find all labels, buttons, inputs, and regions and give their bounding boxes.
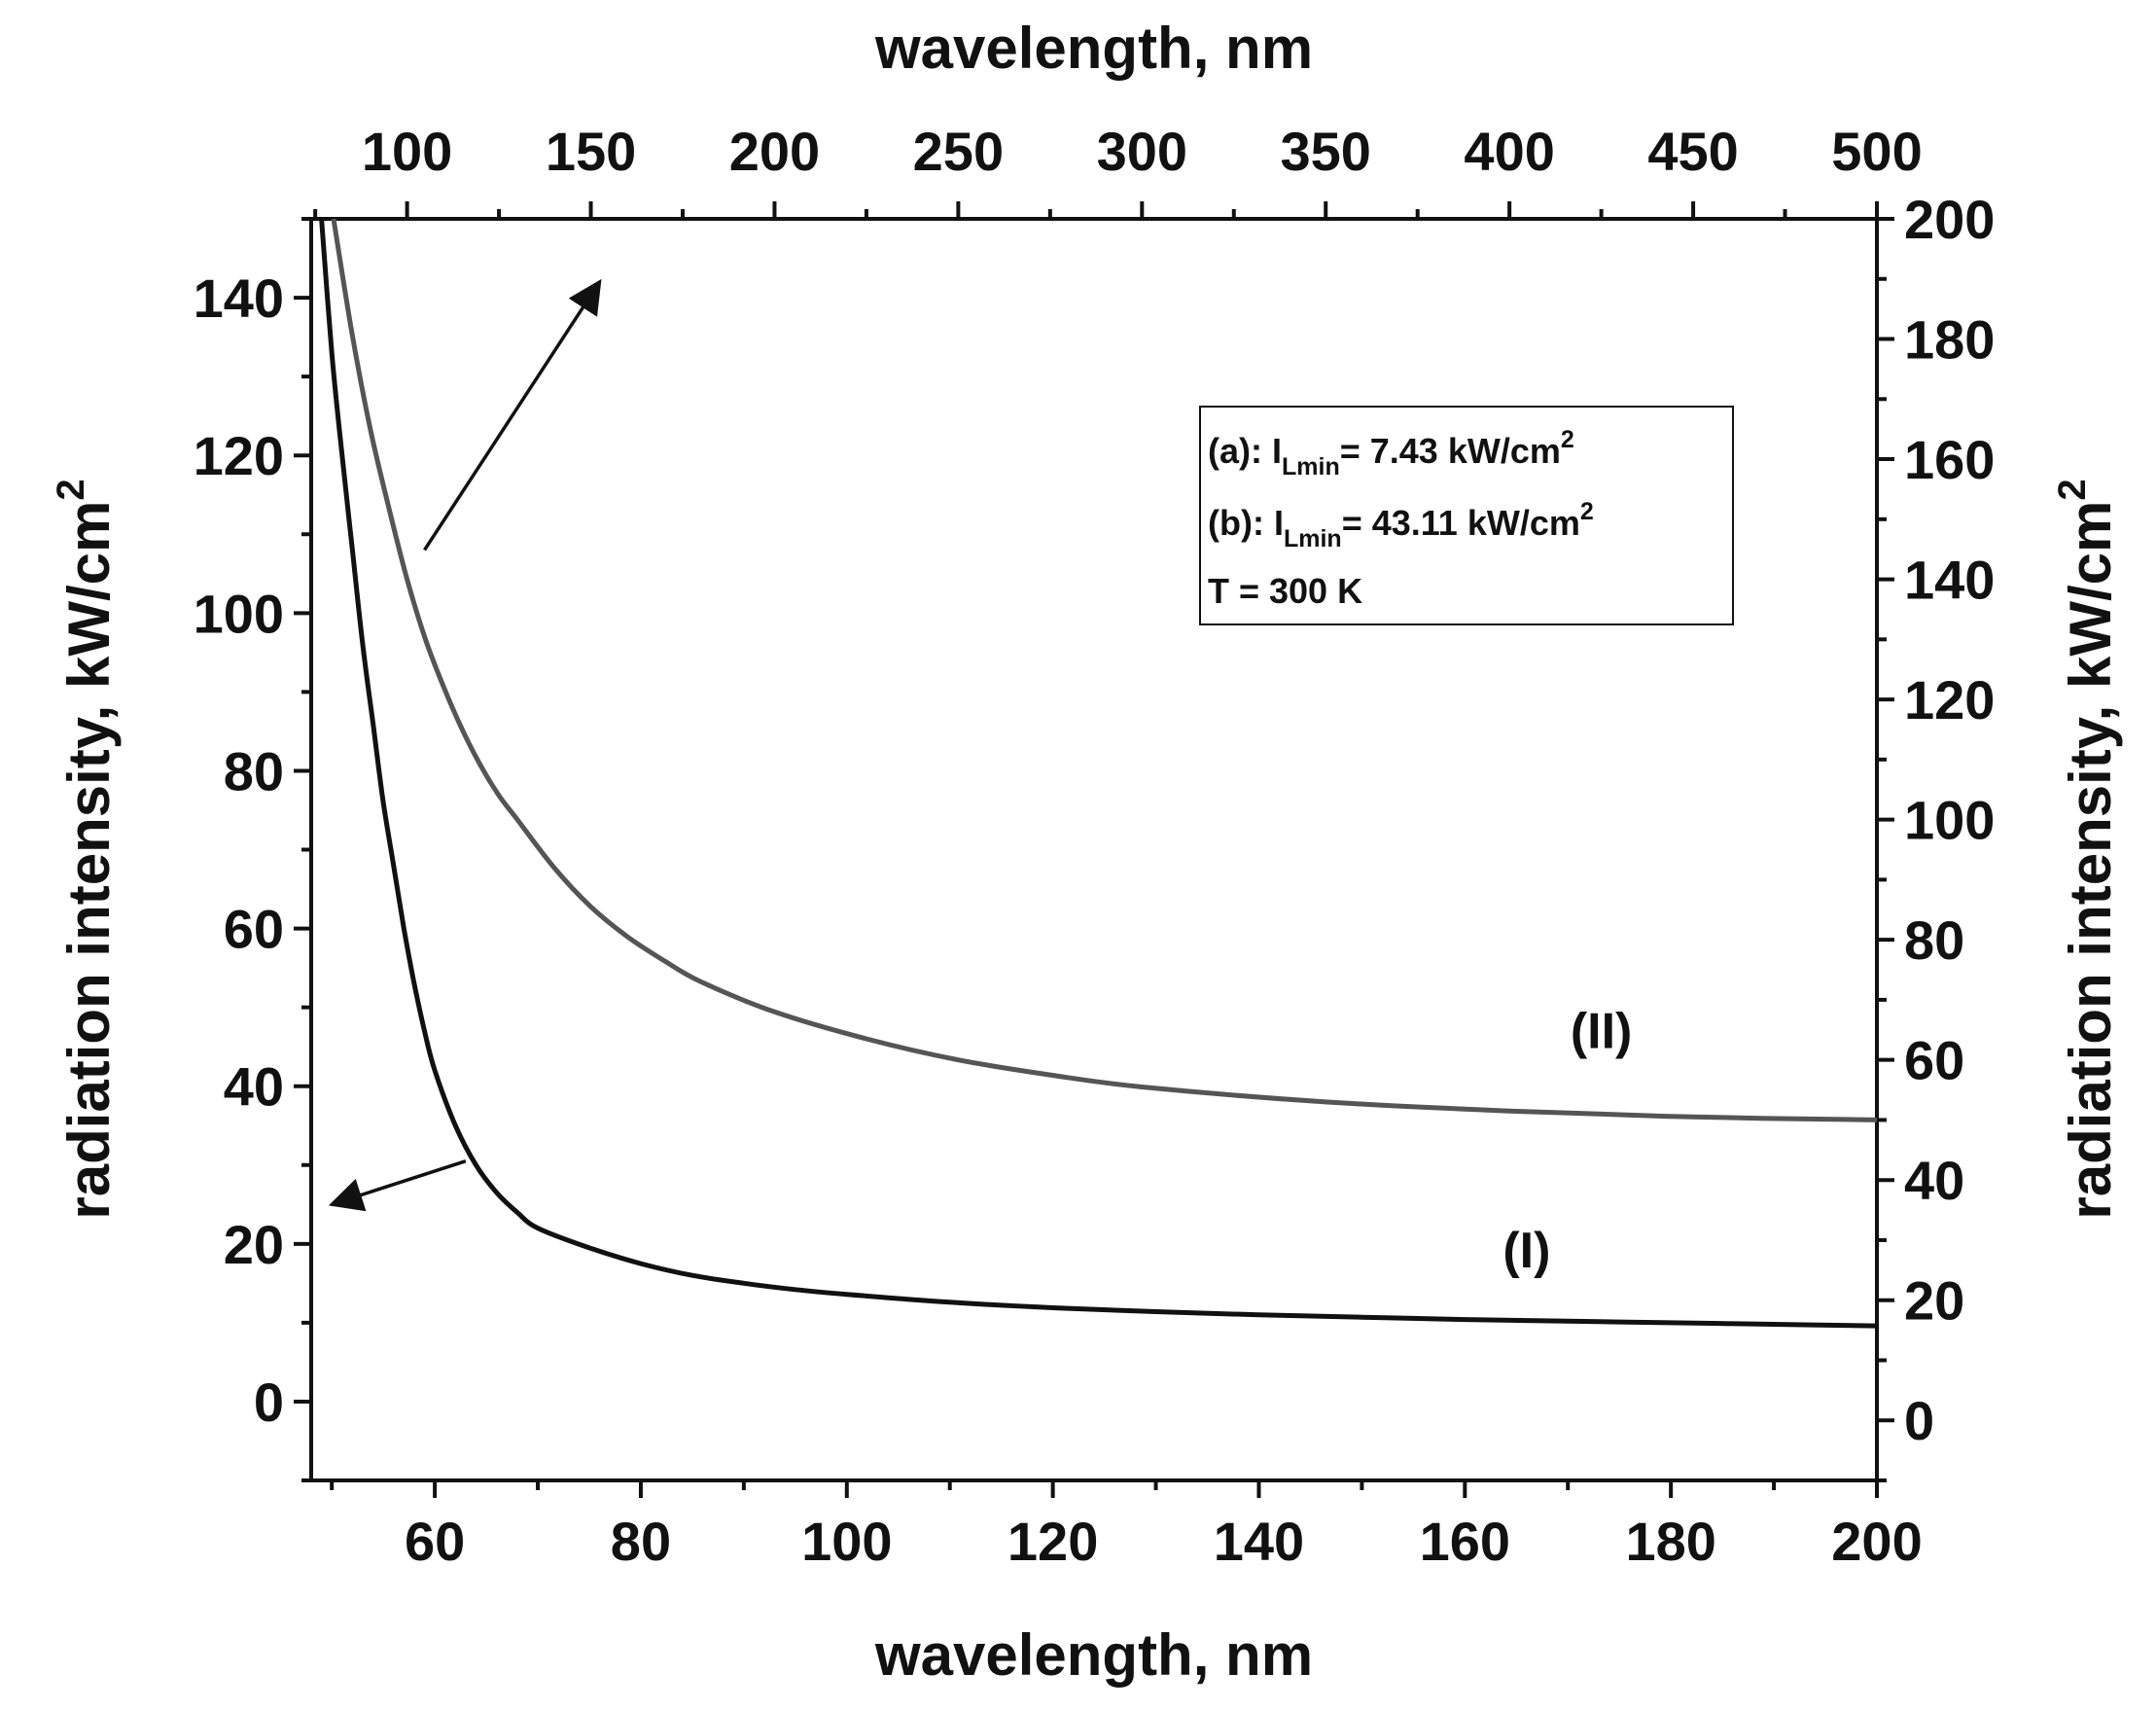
x-bottom-tick-label: 160 xyxy=(1420,1511,1510,1572)
legend-line-a-sup: 2 xyxy=(1561,426,1574,453)
y-left-tick-label: 100 xyxy=(194,583,284,644)
x-bottom-tick-label: 200 xyxy=(1831,1511,1922,1572)
y-left-tick-label: 0 xyxy=(254,1371,284,1433)
legend-line-b-prefix: (b): I xyxy=(1208,503,1284,543)
legend-line-a-sub: Lmin xyxy=(1282,453,1340,481)
x-top-tick-label: 200 xyxy=(729,121,820,182)
y-right-tick-label: 80 xyxy=(1904,909,1964,971)
series-layer xyxy=(319,219,1877,1329)
legend-line-b: (b): ILmin= 43.11 kW/cm2 xyxy=(1208,498,1594,552)
x-top-tick-label: 150 xyxy=(546,121,636,182)
y-left-tick-label: 140 xyxy=(194,267,284,329)
legend-box xyxy=(1199,406,1734,625)
series-I-label: (I) xyxy=(1502,1223,1550,1279)
y-axis-left-title: radiation intensity, kW/cm2 xyxy=(50,479,122,1219)
y-axis-right-title-text: radiation intensity, kW/cm xyxy=(2058,501,2123,1220)
x-top-tick-label: 400 xyxy=(1464,121,1554,182)
x-top-tick-label: 100 xyxy=(362,121,452,182)
legend-line-b-suffix: = 43.11 kW/cm xyxy=(1342,503,1580,543)
legend-line-a-suffix: = 7.43 kW/cm xyxy=(1340,431,1561,471)
y-right-tick-label: 100 xyxy=(1904,790,1995,851)
y-right-tick-label: 60 xyxy=(1904,1030,1964,1091)
y-right-tick-label: 20 xyxy=(1904,1270,1964,1332)
arrow-layer: (I) (II) xyxy=(328,278,1633,1279)
y-axis-left-title-sup: 2 xyxy=(50,479,92,500)
x-bottom-tick-label: 100 xyxy=(801,1511,892,1572)
series-I-line xyxy=(319,219,1877,1329)
y-right-tick-label: 120 xyxy=(1904,669,1995,730)
y-left-tick-label: 120 xyxy=(194,425,284,486)
x-top-tick-label: 250 xyxy=(913,121,1004,182)
x-top-tick-label: 450 xyxy=(1647,121,1738,182)
x-top-tick-label: 300 xyxy=(1097,121,1187,182)
legend: (a): ILmin= 7.43 kW/cm2 (b): ILmin= 43.1… xyxy=(1199,406,1734,625)
y-axis-right-title-sup: 2 xyxy=(2051,479,2094,500)
legend-line-b-sub: Lmin xyxy=(1284,525,1342,552)
x-bottom-tick-label: 180 xyxy=(1625,1511,1715,1572)
y-right-tick-label: 160 xyxy=(1904,429,1995,490)
x-bottom-tick-label: 120 xyxy=(1007,1511,1098,1572)
x-bottom-tick-label: 140 xyxy=(1214,1511,1304,1572)
legend-line-t: T = 300 K xyxy=(1208,571,1362,611)
series-II-line xyxy=(331,219,1877,1122)
arrow-I-to-left-axis xyxy=(328,1159,467,1212)
legend-line-a: (a): ILmin= 7.43 kW/cm2 xyxy=(1208,426,1574,481)
y-right-tick-label: 0 xyxy=(1904,1390,1934,1451)
legend-line-a-prefix: (a): I xyxy=(1208,431,1282,471)
x-axis-top-title: wavelength, nm xyxy=(874,16,1313,81)
x-bottom-tick-label: 60 xyxy=(405,1511,465,1572)
y-right-tick-label: 200 xyxy=(1904,189,1995,250)
x-bottom-tick-label: 80 xyxy=(611,1511,671,1572)
y-left-tick-label: 20 xyxy=(224,1214,284,1275)
y-axis-left-title-text: radiation intensity, kW/cm xyxy=(56,501,122,1220)
series-II-label: (II) xyxy=(1571,1003,1633,1059)
x-top-tick-label: 350 xyxy=(1281,121,1371,182)
y-left-tick-label: 80 xyxy=(224,740,284,801)
y-axis-right-title: radiation intensity, kW/cm2 xyxy=(2051,479,2123,1219)
legend-line-b-sup: 2 xyxy=(1580,498,1594,525)
x-axis-bottom-title: wavelength, nm xyxy=(874,1622,1313,1688)
y-left-tick-label: 40 xyxy=(224,1056,284,1118)
y-left-tick-label: 60 xyxy=(224,899,284,960)
x-top-tick-label: 500 xyxy=(1831,121,1922,182)
arrow-II-to-top-axis xyxy=(423,278,602,552)
y-right-tick-label: 40 xyxy=(1904,1150,1964,1211)
y-right-tick-label: 180 xyxy=(1904,309,1995,371)
y-right-tick-label: 140 xyxy=(1904,550,1995,611)
